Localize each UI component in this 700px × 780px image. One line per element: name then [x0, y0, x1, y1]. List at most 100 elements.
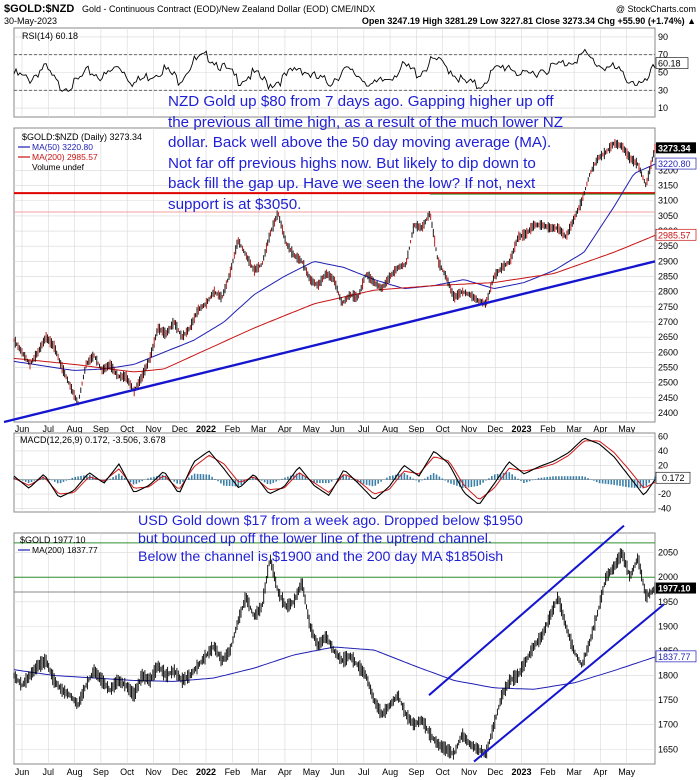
month-label-bottom: May [618, 767, 636, 777]
ohlc-readout: Open 3247.19 High 3281.29 Low 3227.81 Cl… [362, 16, 696, 26]
nzd-ytick-label: 3100 [658, 196, 678, 206]
gold-ytick-label: 2000 [658, 572, 678, 582]
nzd-last-box [656, 142, 696, 154]
macd-ytick-label: 60 [658, 432, 668, 442]
ma200-last-value: 2985.57 [658, 230, 691, 240]
ma50-line [13, 163, 656, 371]
channel-lower [473, 603, 665, 763]
macd-ytick-label: 20 [658, 460, 668, 470]
gold-ma-last-value: 1837.77 [658, 652, 691, 662]
ma50-last-value: 3220.80 [658, 159, 691, 169]
month-label: Oct [436, 424, 451, 434]
symbol-description: Gold - Continuous Contract (EOD)/New Zea… [82, 4, 375, 14]
ma50-last-box [655, 157, 697, 170]
month-label: Aug [67, 424, 83, 434]
nzd-ytick-label: 3050 [658, 211, 678, 221]
month-label: Dec [172, 424, 189, 434]
nzd-last-value: 3273.34 [658, 143, 691, 153]
rsi-ytick-label: 70 [658, 50, 668, 60]
macd-line [13, 437, 656, 504]
month-label: Apr [593, 424, 607, 434]
nzd-ytick-label: 3200 [658, 165, 678, 175]
month-label-bottom: Feb [540, 767, 556, 777]
nzd-ytick-label: 2450 [658, 393, 678, 403]
month-label-bottom: Sep [93, 767, 109, 777]
nzd-ytick-label: 2550 [658, 362, 678, 372]
ma50-legend: MA(50) 3220.80 [32, 142, 93, 152]
macd-ytick-label: -20 [658, 489, 671, 499]
watermark: @ StockCharts.com [616, 4, 696, 14]
nzd-ytick-label: 2900 [658, 256, 678, 266]
nzd-ytick-label: 2700 [658, 317, 678, 327]
month-label-bottom: 2023 [512, 767, 532, 777]
month-label-bottom: Jul [43, 767, 55, 777]
month-label-bottom: 2022 [196, 767, 216, 777]
gold-price-label: $GOLD 1977.10 [20, 535, 86, 545]
month-label: 2023 [512, 424, 532, 434]
gold-ytick-label: 1650 [658, 744, 678, 754]
month-label-bottom: Aug [67, 767, 83, 777]
month-label: Nov [461, 424, 478, 434]
gold-last-box [656, 582, 696, 594]
month-label-bottom: Apr [593, 767, 607, 777]
month-label: May [618, 424, 636, 434]
macd-ytick-label: -40 [658, 503, 671, 513]
month-label-bottom: Sep [408, 767, 424, 777]
month-label: Mar [566, 424, 582, 434]
nzd-ytick-label: 2950 [658, 241, 678, 251]
nzd-price-bars [13, 139, 656, 406]
nzd-annotation: NZD Gold up $80 from 7 days ago. Gapping… [168, 93, 564, 213]
month-label-bottom: May [303, 767, 321, 777]
month-label-bottom: Mar [566, 767, 582, 777]
month-label: Feb [540, 424, 556, 434]
gold-ytick-label: 1800 [658, 671, 678, 681]
gold-ytick-label: 2050 [658, 548, 678, 558]
nzd-ytick-label: 2400 [658, 408, 678, 418]
nzd-ytick-label: 2800 [658, 287, 678, 297]
volume-legend: Volume undef [32, 162, 85, 172]
rsi-label: RSI(14) 60.18 [22, 31, 78, 41]
month-label-bottom: Oct [120, 767, 135, 777]
macd-last-value: 0.172 [662, 473, 685, 483]
month-label: Oct [120, 424, 135, 434]
gold-ma-legend: MA(200) 1837.77 [32, 545, 98, 555]
gold-frame [13, 532, 656, 765]
month-label: Dec [487, 424, 504, 434]
gold-ytick-label: 1750 [658, 695, 678, 705]
rsi-last-value: 60.18 [658, 59, 681, 69]
month-label-bottom: Nov [461, 767, 478, 777]
rsi-last-box [655, 57, 689, 69]
month-label-bottom: Nov [145, 767, 162, 777]
month-label: May [303, 424, 321, 434]
rsi-ytick-label: 30 [658, 85, 668, 95]
month-label: Apr [278, 424, 292, 434]
nzd-trendline [3, 260, 656, 424]
month-label: Feb [225, 424, 241, 434]
gold-price-bars [13, 548, 656, 760]
month-label-bottom: Oct [436, 767, 451, 777]
month-label: Jun [15, 424, 30, 434]
chart-date: 30-May-2023 [4, 16, 57, 26]
month-label-bottom: Jun [15, 767, 30, 777]
symbol-title: $GOLD:$NZD [4, 3, 74, 15]
nzd-ytick-label: 2600 [658, 347, 678, 357]
month-label-bottom: Dec [172, 767, 189, 777]
month-label: Sep [93, 424, 109, 434]
gold-ytick-label: 1900 [658, 621, 678, 631]
rsi-line [13, 48, 656, 92]
ma200-line [13, 234, 656, 373]
nzd-ytick-label: 2850 [658, 272, 678, 282]
month-label-bottom: Dec [487, 767, 504, 777]
rsi-ytick-label: 10 [658, 103, 668, 113]
rsi-ytick-label: 90 [658, 32, 668, 42]
month-label: Nov [145, 424, 162, 434]
gold-ytick-label: 1950 [658, 597, 678, 607]
nzd-ytick-label: 2500 [658, 378, 678, 388]
nzd-ytick-label: 2750 [658, 302, 678, 312]
gold-ytick-label: 1700 [658, 720, 678, 730]
macd-label: MACD(12,26,9) 0.172, -3.506, 3.678 [20, 435, 166, 445]
month-label-bottom: Aug [382, 767, 398, 777]
month-label: Jul [43, 424, 55, 434]
